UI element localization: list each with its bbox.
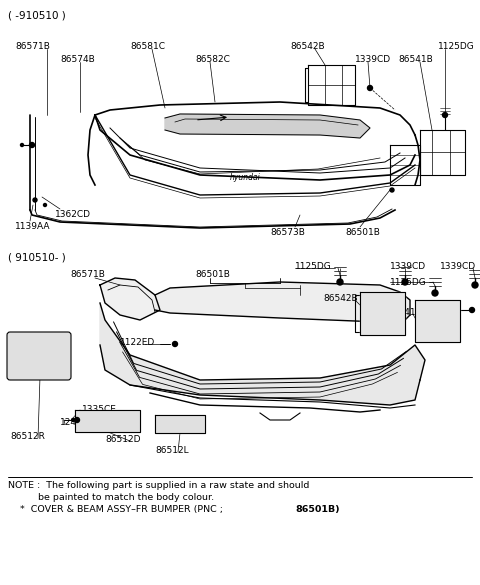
Text: 86501B: 86501B [195, 270, 230, 279]
Polygon shape [165, 114, 370, 138]
Circle shape [21, 143, 24, 146]
Text: 86571B: 86571B [70, 270, 105, 279]
Circle shape [443, 112, 447, 118]
Text: 1362CD: 1362CD [55, 210, 91, 219]
Text: 86512L: 86512L [155, 446, 189, 455]
Text: 1335CE: 1335CE [82, 405, 117, 414]
Text: 86512D: 86512D [105, 435, 141, 444]
Text: 1122ED: 1122ED [120, 338, 155, 347]
Circle shape [337, 279, 343, 285]
Circle shape [432, 290, 438, 296]
Polygon shape [415, 300, 460, 342]
Text: 1339CD: 1339CD [355, 55, 391, 64]
Text: 86541B: 86541B [387, 308, 422, 317]
Polygon shape [75, 410, 140, 432]
Circle shape [368, 85, 372, 91]
Text: hyundai: hyundai [229, 174, 260, 183]
Text: 86582C: 86582C [195, 55, 230, 64]
FancyBboxPatch shape [7, 332, 71, 380]
Text: 1139AA: 1139AA [15, 222, 50, 231]
Text: 86541B: 86541B [398, 55, 433, 64]
Polygon shape [155, 282, 410, 325]
Text: 1339CD: 1339CD [390, 262, 426, 271]
Text: 86542B: 86542B [290, 42, 324, 51]
Text: 1125DG: 1125DG [438, 42, 475, 51]
Text: 1249LG: 1249LG [60, 418, 95, 427]
Polygon shape [155, 415, 205, 433]
Text: 86573B: 86573B [270, 228, 305, 237]
Polygon shape [360, 292, 405, 335]
Text: 86512R: 86512R [10, 432, 45, 441]
Circle shape [472, 282, 478, 288]
Text: 86501B): 86501B) [295, 505, 340, 514]
Circle shape [74, 418, 80, 422]
Circle shape [172, 342, 178, 346]
Text: ( -910510 ): ( -910510 ) [8, 10, 66, 20]
Circle shape [72, 418, 74, 422]
Circle shape [390, 188, 394, 192]
Text: 86581C: 86581C [130, 42, 165, 51]
Circle shape [33, 198, 37, 202]
Text: *  COVER & BEAM ASSY–FR BUMPER (PNC ;: * COVER & BEAM ASSY–FR BUMPER (PNC ; [8, 505, 226, 514]
Text: 1125DG: 1125DG [390, 278, 427, 287]
Text: be painted to match the body colour.: be painted to match the body colour. [8, 493, 214, 502]
Text: 1125DG: 1125DG [295, 262, 332, 271]
Circle shape [29, 143, 35, 147]
Circle shape [44, 204, 47, 207]
Polygon shape [100, 278, 160, 320]
Text: 86501B: 86501B [345, 228, 380, 237]
Circle shape [469, 308, 475, 312]
Text: 86571B: 86571B [15, 42, 50, 51]
Text: 86542B: 86542B [323, 294, 358, 303]
Circle shape [402, 279, 408, 285]
Text: 86574B: 86574B [60, 55, 95, 64]
Polygon shape [100, 303, 425, 405]
Text: ( 910510- ): ( 910510- ) [8, 253, 66, 263]
Text: 1339CD: 1339CD [440, 262, 476, 271]
Text: NOTE :  The following part is supplied in a raw state and should: NOTE : The following part is supplied in… [8, 481, 310, 490]
